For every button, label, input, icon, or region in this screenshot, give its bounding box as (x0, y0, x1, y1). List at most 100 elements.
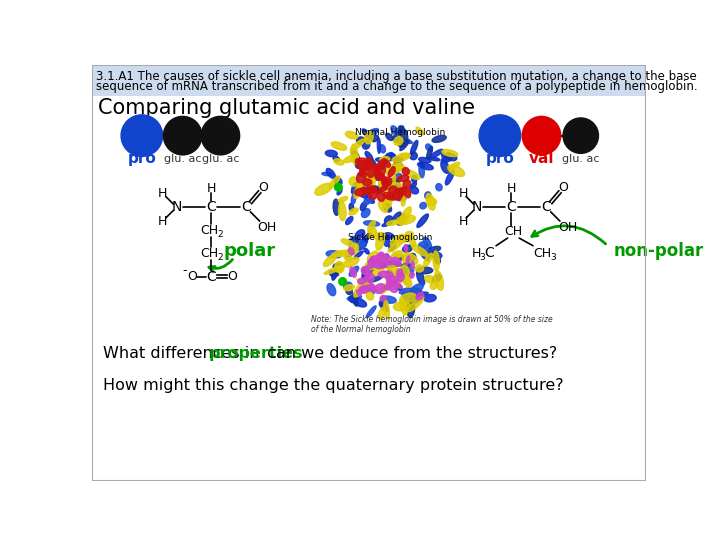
Ellipse shape (368, 159, 377, 170)
Circle shape (335, 184, 342, 191)
Ellipse shape (337, 188, 342, 195)
Ellipse shape (380, 303, 388, 312)
Ellipse shape (417, 270, 425, 285)
Ellipse shape (358, 172, 370, 177)
Ellipse shape (446, 171, 454, 185)
Ellipse shape (397, 176, 409, 181)
Ellipse shape (377, 179, 387, 194)
Ellipse shape (356, 290, 361, 296)
Ellipse shape (392, 258, 401, 266)
Ellipse shape (363, 179, 372, 186)
Ellipse shape (394, 137, 403, 145)
Ellipse shape (353, 238, 366, 247)
Ellipse shape (378, 271, 393, 278)
Ellipse shape (367, 170, 374, 186)
Ellipse shape (423, 253, 433, 267)
Ellipse shape (386, 271, 392, 276)
Ellipse shape (419, 162, 424, 168)
Ellipse shape (427, 198, 436, 205)
Ellipse shape (411, 261, 414, 269)
Ellipse shape (391, 272, 403, 289)
Ellipse shape (359, 164, 366, 174)
Ellipse shape (343, 282, 352, 289)
Ellipse shape (408, 253, 416, 261)
Ellipse shape (429, 252, 442, 259)
Ellipse shape (395, 181, 400, 194)
Circle shape (339, 278, 346, 286)
Ellipse shape (410, 273, 414, 278)
Text: H: H (158, 187, 167, 200)
Ellipse shape (398, 269, 410, 286)
Ellipse shape (375, 254, 389, 265)
Ellipse shape (377, 260, 384, 267)
Ellipse shape (334, 159, 343, 165)
Ellipse shape (392, 282, 402, 290)
Ellipse shape (386, 165, 405, 175)
Ellipse shape (406, 303, 413, 308)
Text: C: C (507, 200, 516, 214)
Ellipse shape (362, 269, 369, 274)
Ellipse shape (403, 187, 410, 198)
Ellipse shape (334, 176, 340, 185)
Ellipse shape (398, 126, 408, 141)
Ellipse shape (349, 296, 356, 302)
Ellipse shape (369, 255, 381, 265)
Text: -: - (183, 264, 187, 277)
Ellipse shape (379, 280, 394, 294)
Ellipse shape (410, 288, 423, 296)
Ellipse shape (364, 194, 372, 205)
Ellipse shape (379, 145, 385, 153)
Ellipse shape (370, 284, 377, 292)
Ellipse shape (416, 267, 433, 274)
Ellipse shape (360, 202, 366, 211)
Ellipse shape (370, 258, 382, 268)
Ellipse shape (397, 269, 402, 278)
Ellipse shape (426, 193, 435, 210)
Ellipse shape (431, 149, 443, 158)
Ellipse shape (346, 131, 358, 139)
Ellipse shape (392, 136, 399, 143)
Ellipse shape (387, 264, 400, 275)
Ellipse shape (356, 188, 367, 198)
Ellipse shape (395, 188, 402, 196)
Ellipse shape (392, 183, 410, 195)
Ellipse shape (365, 260, 379, 270)
Ellipse shape (406, 256, 410, 265)
Ellipse shape (406, 266, 414, 276)
Ellipse shape (380, 158, 387, 166)
Text: N: N (472, 200, 482, 214)
Ellipse shape (393, 212, 401, 220)
Ellipse shape (447, 154, 457, 161)
Ellipse shape (363, 166, 372, 184)
Ellipse shape (384, 191, 402, 202)
Text: How might this change the quaternary protein structure?: How might this change the quaternary pro… (104, 378, 564, 393)
Ellipse shape (351, 139, 365, 151)
Ellipse shape (405, 232, 413, 237)
Ellipse shape (337, 249, 356, 256)
Text: CH: CH (504, 225, 522, 238)
Ellipse shape (408, 234, 416, 246)
Ellipse shape (376, 233, 384, 250)
Ellipse shape (354, 281, 366, 297)
Ellipse shape (418, 163, 433, 170)
Ellipse shape (383, 159, 390, 167)
Text: C: C (541, 200, 551, 214)
Ellipse shape (400, 288, 411, 294)
Ellipse shape (366, 292, 374, 300)
Ellipse shape (365, 270, 371, 279)
Text: C: C (485, 246, 494, 260)
Ellipse shape (343, 253, 352, 262)
Text: glu. ac: glu. ac (562, 154, 600, 164)
Ellipse shape (361, 164, 374, 171)
Ellipse shape (322, 172, 333, 176)
Ellipse shape (333, 263, 343, 269)
Ellipse shape (402, 167, 409, 175)
Ellipse shape (396, 215, 415, 225)
Ellipse shape (397, 268, 407, 278)
Ellipse shape (376, 174, 383, 180)
Ellipse shape (369, 256, 374, 264)
Ellipse shape (346, 287, 352, 294)
Ellipse shape (383, 234, 390, 246)
Ellipse shape (356, 230, 365, 239)
Ellipse shape (389, 241, 396, 251)
